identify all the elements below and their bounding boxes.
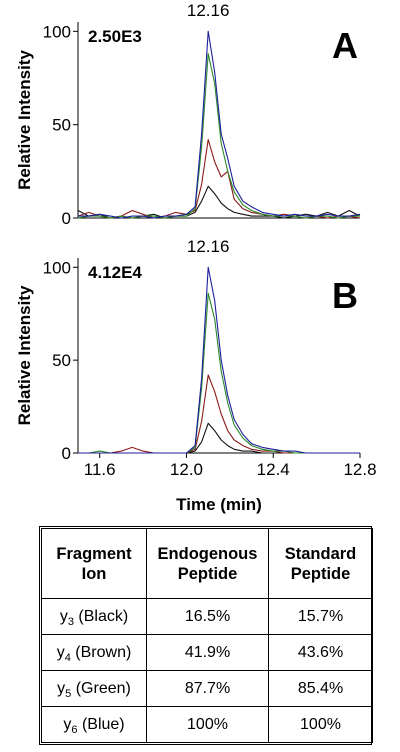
ion-letter: y <box>59 607 68 625</box>
series-line <box>78 292 360 454</box>
header-line: Standard <box>284 544 357 563</box>
fragment-ion-cell: y5 (Green) <box>41 670 147 707</box>
endogenous-value: 41.9% <box>146 634 269 671</box>
fragment-ion-cell: y6 (Blue) <box>41 706 147 743</box>
header-line: Fragment <box>56 544 132 563</box>
series-line <box>77 139 361 219</box>
ion-letter: y <box>57 679 66 697</box>
y-axis-title: Relative Intensity <box>15 50 34 190</box>
x-tick-label: 12.4 <box>257 460 290 479</box>
standard-value: 15.7% <box>268 598 373 635</box>
chromatogram-figure: 0 50 100 Relative Intensity 2.50E3 12.16 A 0 50 1… <box>15 1 377 514</box>
standard-value: 100% <box>268 706 373 743</box>
standard-value: 85.4% <box>268 670 373 707</box>
ion-color-name: (Blue) <box>81 715 125 733</box>
series-line <box>78 422 360 454</box>
x-tick-label: 12.0 <box>170 460 203 479</box>
fragment-ion-table: Fragment Ion Endogenous Peptide Standard… <box>41 528 373 743</box>
ion-letter: y <box>56 643 65 661</box>
y-axis-title: Relative Intensity <box>15 285 34 425</box>
ion-subscript: 4 <box>64 651 71 664</box>
y-tick-label: 100 <box>43 22 71 41</box>
ion-color-name: (Green) <box>75 679 131 697</box>
panel-label: A <box>332 25 358 66</box>
intensity-annotation: 2.50E3 <box>88 27 142 46</box>
ion-subscript: 5 <box>65 687 72 700</box>
fragment-ion-cell: y4 (Brown) <box>41 634 147 671</box>
header-line: Endogenous <box>157 544 258 563</box>
y-tick-label: 50 <box>52 351 71 370</box>
panel-label: B <box>332 275 358 316</box>
header-line: Peptide <box>177 564 238 583</box>
y-tick-label: 100 <box>43 258 71 277</box>
ion-color-name: (Black) <box>78 607 129 625</box>
endogenous-value: 87.7% <box>146 670 269 707</box>
fragment-ion-cell: y3 (Black) <box>41 598 147 635</box>
peak-label: 12.16 <box>187 1 230 20</box>
header-fragment-ion: Fragment Ion <box>41 528 147 599</box>
x-tick-label: 12.8 <box>343 460 376 479</box>
header-line: Peptide <box>290 564 351 583</box>
series-line <box>78 266 360 454</box>
header-endogenous-peptide: Endogenous Peptide <box>146 528 269 599</box>
y-tick-label: 0 <box>62 444 71 463</box>
peak-label: 12.16 <box>187 237 230 256</box>
table-row: y4 (Brown) 41.9% 43.6% <box>41 634 373 671</box>
ion-subscript: 3 <box>67 615 74 628</box>
ion-color-name: (Brown) <box>75 643 132 661</box>
y-tick-label: 50 <box>52 116 71 135</box>
header-standard-peptide: Standard Peptide <box>268 528 373 599</box>
table-header-row: Fragment Ion Endogenous Peptide Standard… <box>41 528 373 599</box>
series-line <box>78 374 360 454</box>
header-line: Ion <box>81 564 107 583</box>
intensity-annotation: 4.12E4 <box>88 263 142 282</box>
table-row: y3 (Black) 16.5% 15.7% <box>41 598 373 635</box>
table-row: y6 (Blue) 100% 100% <box>41 706 373 743</box>
table-row: y5 (Green) 87.7% 85.4% <box>41 670 373 707</box>
series-line <box>78 30 361 219</box>
series-line <box>77 53 360 219</box>
ion-letter: y <box>63 715 72 733</box>
y-tick-label: 0 <box>62 209 71 228</box>
series-line <box>77 185 361 219</box>
standard-value: 43.6% <box>268 634 373 671</box>
x-tick-label: 11.6 <box>84 460 116 479</box>
ion-subscript: 6 <box>71 723 78 736</box>
endogenous-value: 16.5% <box>146 598 269 635</box>
endogenous-value: 100% <box>146 706 269 743</box>
x-axis-title: Time (min) <box>176 495 262 514</box>
